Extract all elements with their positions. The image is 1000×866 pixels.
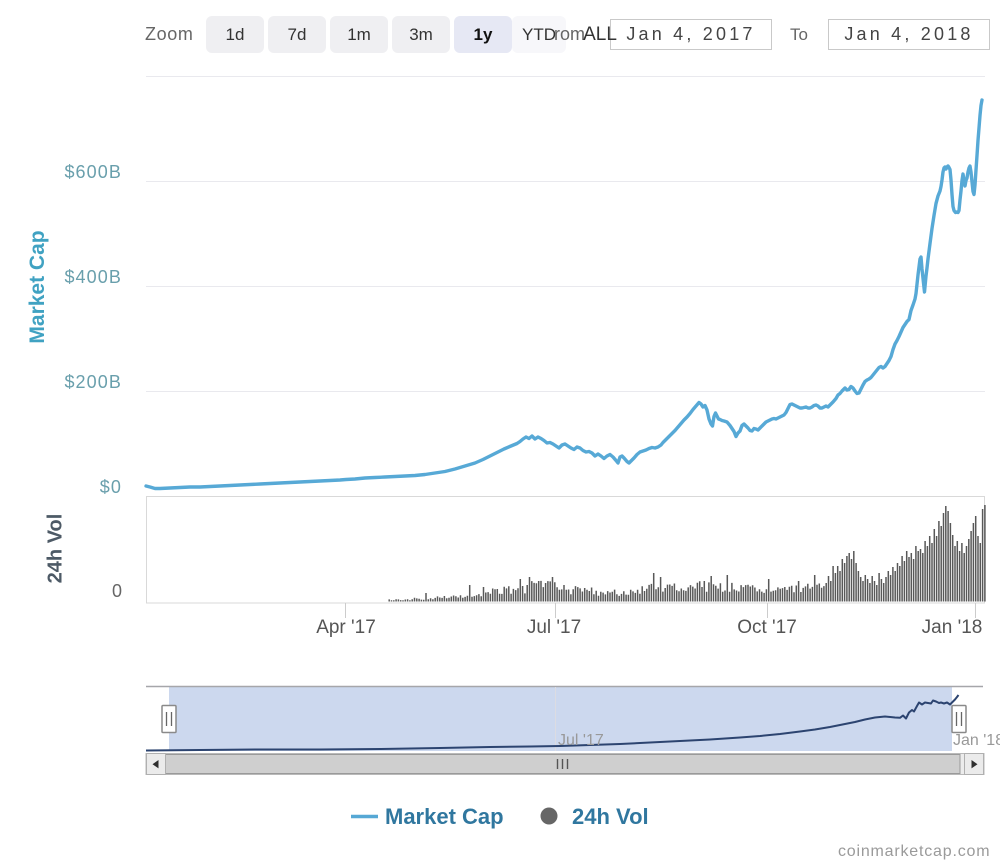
svg-text:Jul '17: Jul '17 (558, 732, 604, 749)
svg-text:Jan '18: Jan '18 (953, 732, 1000, 749)
